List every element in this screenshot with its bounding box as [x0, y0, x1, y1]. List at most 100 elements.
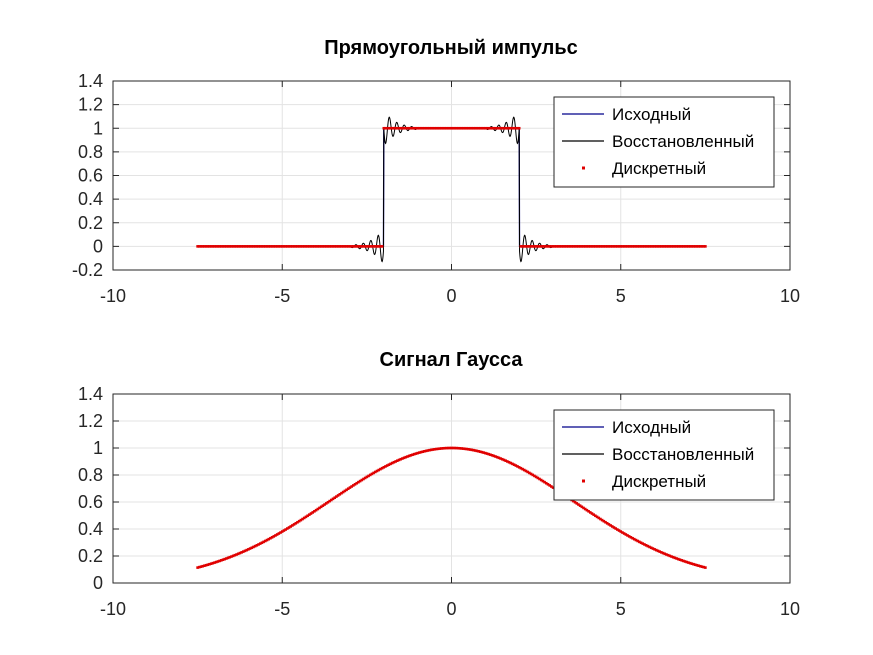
- series-discrete-point: [697, 245, 700, 248]
- y-tick-label: 1: [93, 118, 103, 138]
- series-discrete-point: [624, 245, 628, 248]
- series-discrete-point: [326, 245, 330, 248]
- series-discrete-point: [548, 484, 551, 487]
- series-discrete-point: [258, 245, 262, 248]
- series-discrete-point: [654, 548, 658, 552]
- series-discrete-point: [699, 245, 702, 248]
- series-discrete-point: [269, 536, 272, 540]
- series-discrete-point: [663, 245, 667, 248]
- series-discrete-point: [253, 544, 257, 548]
- series-discrete-point: [648, 245, 651, 248]
- series-discrete-point: [431, 126, 435, 130]
- series-discrete-point: [507, 460, 511, 464]
- series-discrete-point: [220, 559, 223, 562]
- series-discrete-point: [377, 245, 381, 248]
- series-discrete-point: [599, 517, 602, 521]
- series-discrete-point: [472, 126, 475, 130]
- series-discrete-point: [614, 245, 617, 248]
- legend-label: Дискретный: [612, 472, 706, 491]
- series-discrete-point: [619, 245, 623, 248]
- series-discrete-point: [199, 565, 203, 568]
- series-discrete-point: [482, 126, 485, 130]
- series-discrete-point: [316, 245, 320, 248]
- series-discrete-point: [631, 245, 634, 248]
- series-discrete-point: [680, 559, 683, 562]
- series-discrete-point: [311, 511, 315, 514]
- y-tick-label: 0.2: [78, 546, 103, 566]
- series-discrete-point: [338, 245, 342, 248]
- series-discrete-point: [399, 457, 403, 461]
- series-discrete-point: [484, 451, 487, 455]
- series-discrete-point: [248, 547, 252, 550]
- series-discrete-point: [440, 447, 443, 450]
- series-discrete-point: [649, 546, 653, 550]
- series-discrete-point: [477, 449, 480, 453]
- series-discrete-point: [658, 245, 661, 248]
- series-discrete-point: [231, 245, 235, 248]
- series-discrete-point: [372, 471, 375, 475]
- series-discrete-point: [345, 488, 348, 492]
- series-discrete-point: [631, 536, 634, 540]
- series-discrete-point: [453, 126, 457, 130]
- series-discrete-point: [504, 459, 507, 462]
- series-discrete-point: [538, 245, 541, 248]
- series-discrete-point: [235, 245, 238, 248]
- series-discrete-point: [306, 514, 309, 518]
- series-discrete-point: [330, 245, 333, 248]
- series-discrete-point: [370, 472, 374, 476]
- series-discrete-point: [490, 126, 494, 130]
- series-discrete-point: [617, 245, 621, 248]
- series-discrete-point: [414, 126, 418, 130]
- series-discrete-point: [299, 245, 303, 248]
- series-discrete-point: [560, 245, 563, 248]
- series-discrete-point: [534, 475, 538, 479]
- series-discrete-point: [600, 245, 604, 248]
- series-discrete-point: [673, 556, 677, 560]
- series-discrete-point: [477, 126, 480, 130]
- series-discrete-point: [570, 245, 573, 248]
- series-discrete-point: [465, 447, 469, 451]
- series-discrete-point: [462, 126, 465, 130]
- series-discrete-point: [524, 245, 528, 248]
- series-discrete-point: [528, 471, 531, 475]
- series-discrete-point: [658, 550, 661, 553]
- series-discrete-point: [487, 452, 491, 456]
- series-discrete-point: [397, 126, 401, 130]
- chart-title: Прямоугольный импульс: [324, 37, 578, 59]
- series-discrete-point: [587, 510, 590, 513]
- series-discrete-point: [385, 464, 389, 467]
- series-discrete-point: [470, 448, 474, 452]
- series-discrete-point: [423, 126, 426, 130]
- series-discrete-point: [204, 563, 208, 567]
- series-discrete-point: [438, 126, 441, 130]
- series-discrete-point: [543, 480, 546, 484]
- series-discrete-point: [324, 502, 328, 505]
- series-discrete-point: [365, 475, 369, 479]
- series-discrete-point: [370, 245, 374, 248]
- series-discrete-point: [653, 245, 656, 248]
- legend-point-swatch: [582, 479, 585, 483]
- axis-ticks: -10 -5 0 5 10 -0.2 0 0.2 0.4 0.6 0.8 1 1.2 1.4: [72, 71, 800, 306]
- series-discrete-point: [243, 549, 247, 553]
- series-discrete-point: [502, 126, 506, 130]
- series-discrete-point: [301, 517, 304, 521]
- series-discrete-point: [287, 526, 291, 529]
- series-discrete-point: [443, 446, 447, 450]
- series-discrete-point: [308, 513, 311, 516]
- series-discrete-point: [209, 245, 213, 248]
- x-tick-label: 10: [780, 599, 800, 619]
- series-discrete-point: [677, 245, 680, 248]
- series-discrete-point: [693, 245, 697, 248]
- series-discrete-point: [352, 245, 355, 248]
- y-tick-label: 1.4: [78, 71, 103, 91]
- series-discrete-point: [575, 245, 579, 248]
- series-discrete-point: [450, 446, 453, 450]
- series-discrete-point: [678, 558, 682, 562]
- series-discrete-point: [308, 245, 311, 248]
- series-discrete-point: [274, 245, 277, 248]
- series-discrete-point: [240, 245, 243, 248]
- series-discrete-point: [375, 469, 379, 473]
- series-discrete-point: [335, 245, 338, 248]
- series-discrete-point: [374, 470, 377, 474]
- series-discrete-point: [382, 466, 386, 469]
